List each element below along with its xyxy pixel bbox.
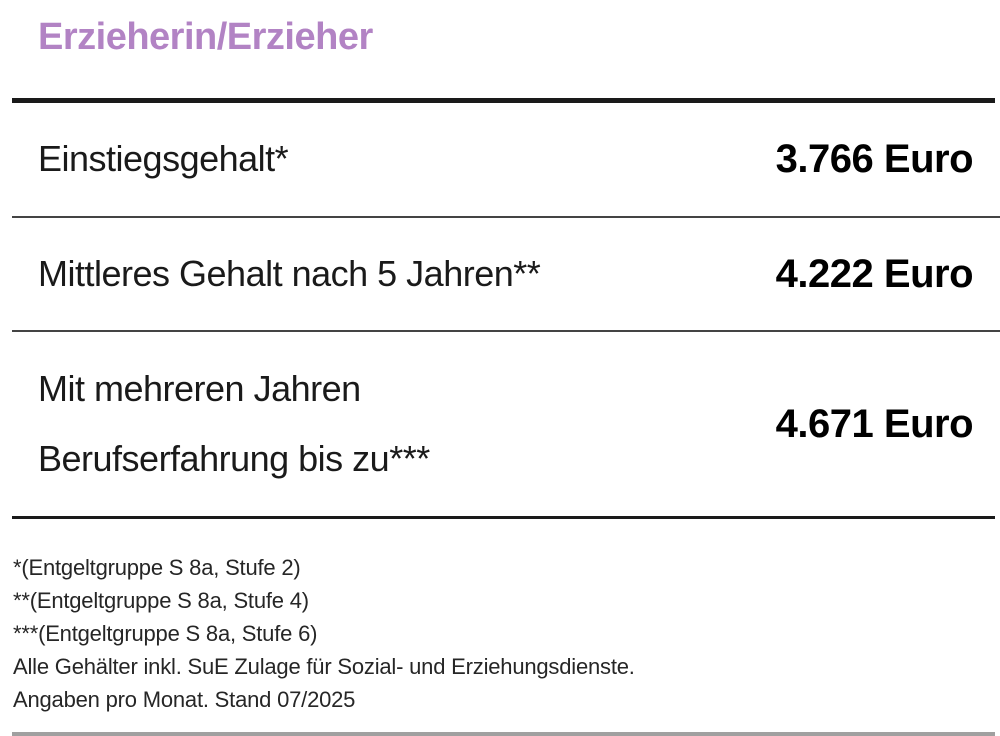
divider-top-thick <box>12 98 995 103</box>
footnote-stufe-2: *(Entgeltgruppe S 8a, Stufe 2) <box>13 555 301 580</box>
row-label-entry-salary: Einstiegsgehalt* <box>38 138 289 180</box>
footnotes-block: *(Entgeltgruppe S 8a, Stufe 2) **(Entgel… <box>13 551 973 716</box>
divider-row-2 <box>12 330 1000 332</box>
table-row: Einstiegsgehalt* 3.766 Euro <box>0 103 1000 216</box>
row-value-entry-salary: 3.766 Euro <box>775 137 974 181</box>
footnote-stufe-4: **(Entgeltgruppe S 8a, Stufe 4) <box>13 588 309 613</box>
footnote-stand-date: Angaben pro Monat. Stand 07/2025 <box>13 687 356 712</box>
footnote-sue-zulage: Alle Gehälter inkl. SuE Zulage für Sozia… <box>13 654 635 679</box>
row-label-experienced-salary: Mit mehreren Jahren Berufserfahrung bis … <box>38 368 430 479</box>
row-value-median-salary: 4.222 Euro <box>775 251 974 296</box>
divider-row-1 <box>12 216 1000 218</box>
table-row: Mittleres Gehalt nach 5 Jahren** 4.222 E… <box>0 218 1000 330</box>
divider-bottom-thick <box>12 516 995 519</box>
footnote-stufe-6: ***(Entgeltgruppe S 8a, Stufe 6) <box>13 621 318 646</box>
row-label-median-salary: Mittleres Gehalt nach 5 Jahren** <box>38 252 541 294</box>
table-row: Mit mehreren Jahren Berufserfahrung bis … <box>0 332 1000 516</box>
divider-bottom-edge <box>12 732 995 736</box>
row-value-experienced-salary: 4.671 Euro <box>775 401 974 446</box>
page-title: Erzieherin/Erzieher <box>38 16 373 58</box>
